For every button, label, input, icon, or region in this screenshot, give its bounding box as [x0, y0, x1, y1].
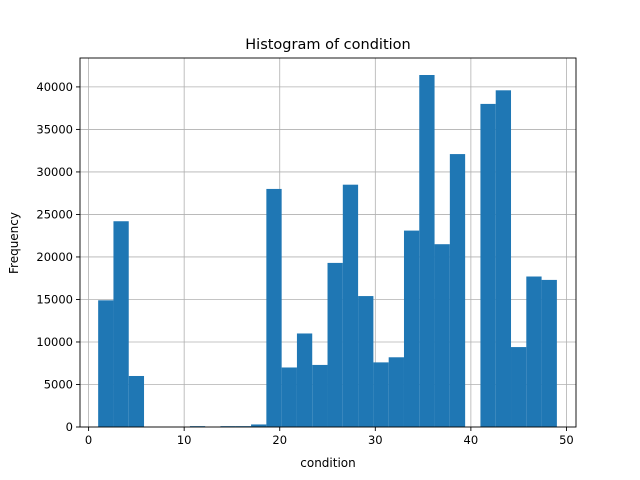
x-tick-label: 10 — [177, 433, 192, 447]
histogram-bar — [403, 230, 420, 427]
x-tick-label: 30 — [368, 433, 383, 447]
histogram-bar — [312, 364, 328, 427]
histogram-bar — [526, 276, 542, 427]
plot-frame — [79, 57, 577, 428]
histogram-bar — [373, 362, 389, 427]
y-tick-label: 10000 — [36, 335, 73, 349]
histogram-bar — [98, 300, 114, 427]
histogram-bar — [449, 154, 466, 427]
x-tick-label: 20 — [272, 433, 287, 447]
histogram-bar — [480, 103, 496, 427]
y-tick-label: 30000 — [36, 165, 73, 179]
y-tick-label: 5000 — [44, 377, 73, 391]
histogram-bar — [342, 184, 359, 427]
histogram-bar — [266, 188, 282, 427]
histogram-bar — [113, 221, 129, 427]
histogram-bar — [511, 347, 527, 427]
y-tick-label: 25000 — [36, 207, 73, 221]
y-tick-label: 15000 — [36, 292, 73, 306]
chart-title: Histogram of condition — [245, 37, 410, 53]
histogram-bar — [434, 244, 450, 427]
histogram-bar — [251, 424, 267, 427]
y-tick-label: 40000 — [36, 80, 73, 94]
y-tick-label: 20000 — [36, 250, 73, 264]
histogram-bar — [358, 296, 374, 427]
x-tick-label: 50 — [559, 433, 574, 447]
y-axis-label: Frequency — [7, 212, 21, 274]
axes: 0 10 20 30 40 50 0 5000 10000 15000 20000 25000 3000… — [36, 57, 577, 447]
histogram-bar — [128, 375, 145, 427]
histogram-bars — [98, 75, 557, 428]
histogram-bar — [327, 262, 343, 427]
histogram-bar — [541, 279, 557, 427]
x-tick-label: 0 — [85, 433, 92, 447]
x-tick-label: 40 — [464, 433, 479, 447]
histogram-bar — [495, 90, 512, 428]
y-tick-label: 0 — [66, 420, 73, 434]
histogram-bar — [388, 357, 404, 427]
histogram-bar — [281, 367, 297, 427]
histogram-bar — [419, 75, 435, 427]
y-tick-label: 35000 — [36, 122, 73, 136]
x-axis-label: condition — [300, 456, 355, 470]
histogram-bar — [296, 333, 313, 427]
